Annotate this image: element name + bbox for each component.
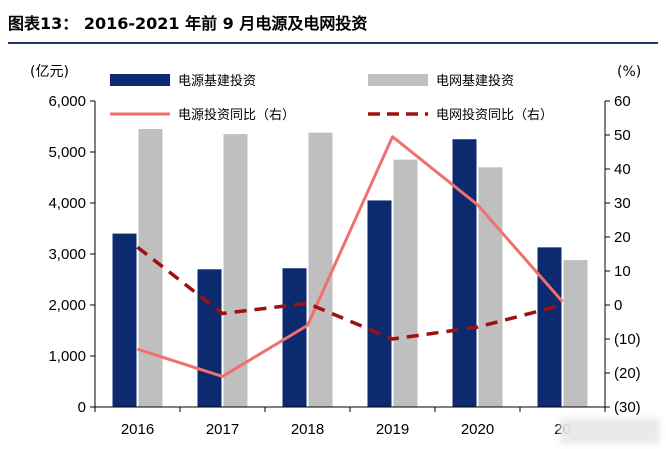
title-underline	[8, 42, 658, 44]
left-tick-label: 0	[78, 399, 86, 416]
right-tick-label: (20)	[614, 365, 641, 382]
legend: 电源基建投资 电网基建投资 电源投资同比（右） 电网投资同比（右）	[110, 73, 553, 123]
right-tick-label: (10)	[614, 331, 641, 348]
bar-grid-invest	[138, 129, 163, 408]
blurred-watermark	[560, 418, 660, 444]
left-tick-label: 4,000	[48, 195, 86, 212]
right-axis-unit: (%)	[617, 64, 641, 80]
right-axis: (30) (20) (10) 0 10 20 30 40 50 60	[604, 93, 641, 416]
right-tick-label: 40	[614, 161, 631, 178]
right-tick-label: 0	[614, 297, 622, 314]
legend-label-grid-invest: 电网基建投资	[436, 73, 514, 89]
x-tick-label: 2019	[376, 421, 409, 438]
legend-swatch-power-invest	[110, 74, 170, 86]
bar-power-invest	[197, 269, 222, 407]
right-tick-label: 50	[614, 127, 631, 144]
bar-grid-invest	[393, 159, 418, 407]
left-axis-unit: (亿元)	[30, 64, 69, 80]
legend-label-power-yoy: 电源投资同比（右）	[178, 107, 295, 123]
bars	[112, 129, 588, 408]
line-power-yoy	[137, 135, 564, 378]
legend-label-grid-yoy: 电网投资同比（右）	[436, 107, 553, 123]
right-tick-label: (30)	[614, 399, 641, 416]
line-grid-yoy	[136, 245, 563, 341]
bar-power-invest	[112, 233, 137, 407]
x-axis: 2016201720182019202020	[94, 407, 606, 438]
bar-power-invest	[452, 139, 477, 407]
bar-power-invest	[537, 247, 562, 407]
bar-grid-invest	[223, 134, 248, 407]
lines	[136, 135, 564, 378]
x-tick-label: 2016	[121, 421, 154, 438]
right-tick-label: 10	[614, 263, 631, 280]
bar-grid-invest	[308, 132, 333, 407]
left-tick-label: 3,000	[48, 246, 86, 263]
bar-power-invest	[367, 200, 392, 407]
left-axis: 0 1,000 2,000 3,000 4,000 5,000 6,000	[48, 93, 96, 416]
legend-label-power-invest: 电源基建投资	[178, 73, 256, 89]
right-tick-label: 60	[614, 93, 631, 110]
left-tick-label: 6,000	[48, 93, 86, 110]
bar-grid-invest	[478, 167, 503, 407]
legend-swatch-grid-invest	[368, 74, 428, 86]
left-tick-label: 2,000	[48, 297, 86, 314]
x-tick-label: 2017	[206, 421, 239, 438]
x-tick-label: 2020	[461, 421, 494, 438]
figure-title: 图表13： 2016-2021 年前 9 月电源及电网投资	[8, 14, 368, 33]
right-tick-label: 30	[614, 195, 631, 212]
x-tick-label: 2018	[291, 421, 324, 438]
left-tick-label: 5,000	[48, 144, 86, 161]
right-tick-label: 20	[614, 229, 631, 246]
left-tick-label: 1,000	[48, 348, 86, 365]
bar-grid-invest	[563, 260, 588, 407]
